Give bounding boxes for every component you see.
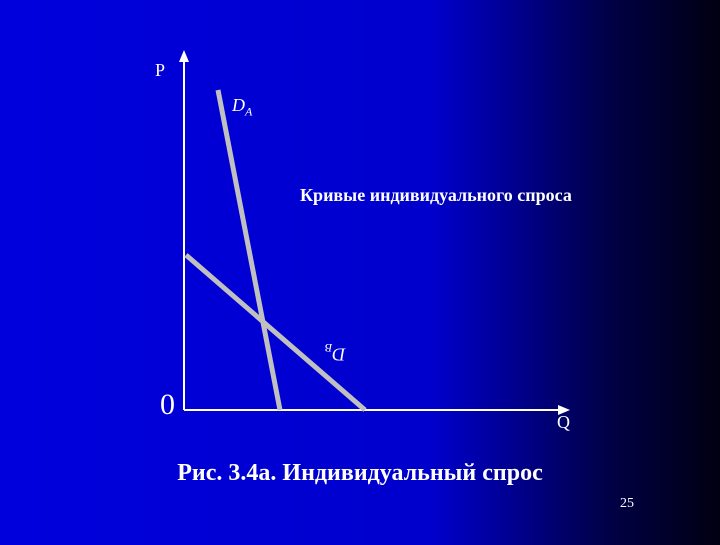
curve-b-label: DB <box>325 340 345 365</box>
origin-label: 0 <box>160 388 175 422</box>
x-axis-label: Q <box>557 412 570 433</box>
curve-a-label: DA <box>232 95 252 120</box>
demand-curve-a <box>218 90 280 410</box>
y-axis-label: P <box>155 60 165 81</box>
y-axis-arrow <box>179 50 189 62</box>
chart-svg <box>0 0 720 540</box>
chart-subtitle: Кривые индивидуального спроса <box>300 185 572 206</box>
figure-caption: Рис. 3.4а. Индивидуальный спрос <box>0 460 720 487</box>
page-number: 25 <box>620 496 634 512</box>
demand-chart: P Q 0 DA DB Кривые индивидуального спрос… <box>0 0 720 540</box>
